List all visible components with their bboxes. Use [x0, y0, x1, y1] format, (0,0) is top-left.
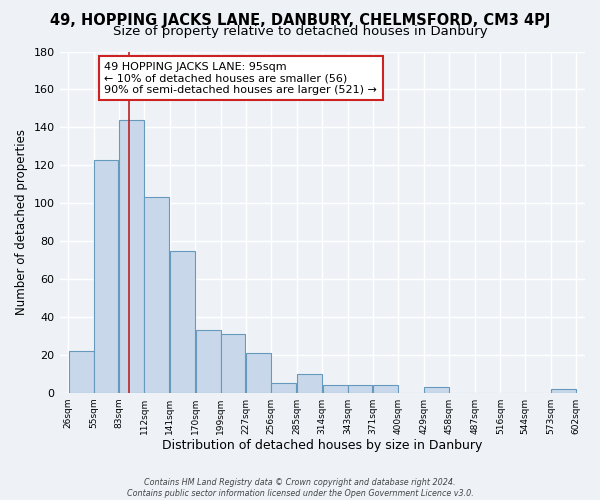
X-axis label: Distribution of detached houses by size in Danbury: Distribution of detached houses by size …	[162, 440, 482, 452]
Text: Size of property relative to detached houses in Danbury: Size of property relative to detached ho…	[113, 25, 487, 38]
Y-axis label: Number of detached properties: Number of detached properties	[15, 129, 28, 315]
Bar	[94, 160, 118, 392]
Text: 49, HOPPING JACKS LANE, DANBURY, CHELMSFORD, CM3 4PJ: 49, HOPPING JACKS LANE, DANBURY, CHELMSF…	[50, 12, 550, 28]
Bar	[196, 330, 221, 392]
Bar	[221, 334, 245, 392]
Bar	[68, 351, 94, 393]
Bar	[424, 387, 449, 392]
Bar	[348, 385, 372, 392]
Bar	[271, 383, 296, 392]
Bar	[119, 120, 144, 392]
Bar	[323, 385, 347, 392]
Bar	[145, 198, 169, 392]
Bar	[246, 353, 271, 393]
Text: 49 HOPPING JACKS LANE: 95sqm
← 10% of detached houses are smaller (56)
90% of se: 49 HOPPING JACKS LANE: 95sqm ← 10% of de…	[104, 62, 377, 95]
Bar	[373, 385, 398, 392]
Bar	[170, 250, 195, 392]
Text: Contains HM Land Registry data © Crown copyright and database right 2024.
Contai: Contains HM Land Registry data © Crown c…	[127, 478, 473, 498]
Bar	[551, 389, 576, 392]
Bar	[297, 374, 322, 392]
